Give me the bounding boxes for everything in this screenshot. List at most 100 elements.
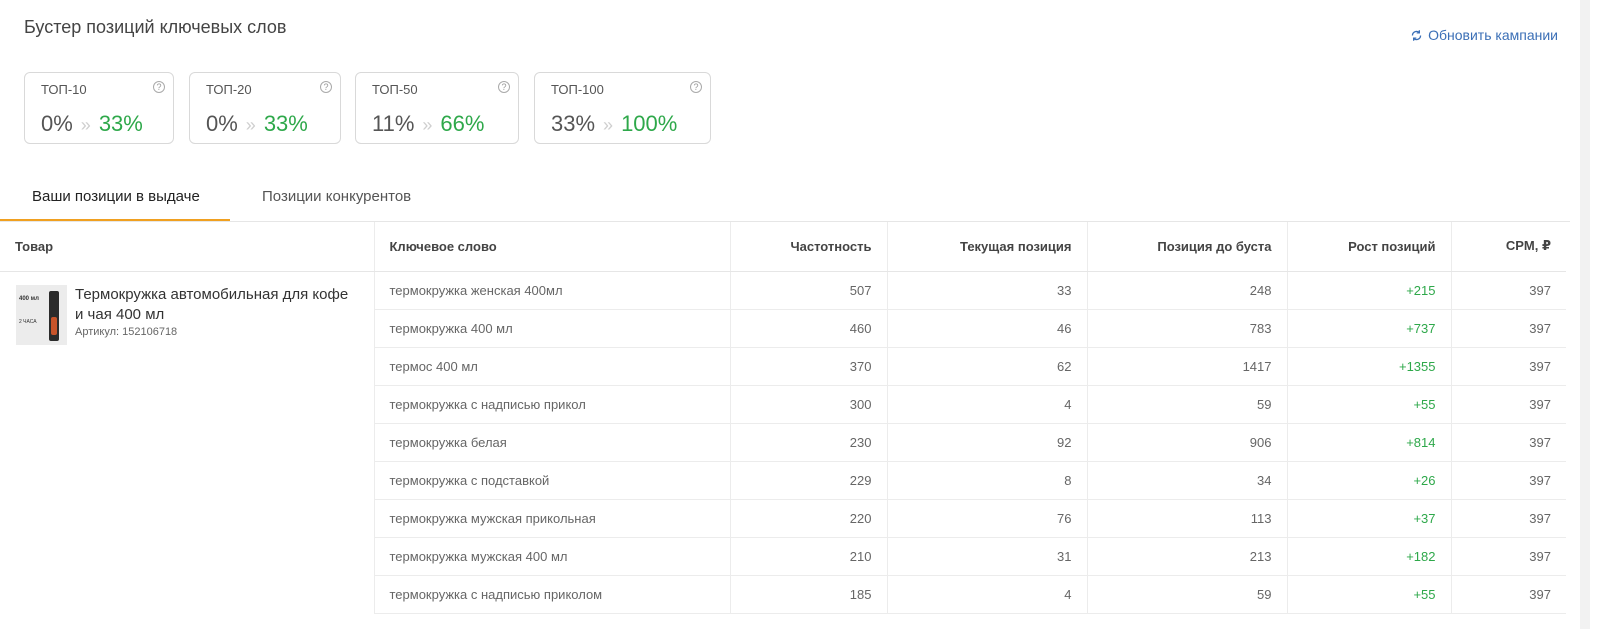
card-label: ТОП-50 [372, 82, 418, 97]
table-row: термокружка белая 230 92 906 +814 397 [0, 423, 1566, 462]
frequency-cell: 185 [730, 575, 888, 614]
cpm-cell: 397 [1451, 271, 1566, 310]
product-article: Артикул: 152106718 [75, 325, 178, 338]
thumb-text: 2 ЧАСА [19, 318, 37, 325]
card-label: ТОП-10 [41, 82, 87, 97]
help-circle-icon[interactable]: ? [320, 81, 332, 93]
position-before-cell: 34 [1087, 461, 1288, 500]
position-before-cell: 59 [1087, 575, 1288, 614]
current-position-cell: 8 [887, 461, 1088, 500]
current-position-cell: 4 [887, 575, 1088, 614]
cpm-cell: 397 [1451, 575, 1566, 614]
table-row: 400 мл 2 ЧАСА Термокружка автомобильная … [0, 271, 1566, 613]
frequency-cell: 230 [730, 423, 888, 462]
product-cell: 400 мл 2 ЧАСА Термокружка автомобильная … [0, 271, 375, 613]
double-chevron-right-icon: » [80, 115, 91, 135]
card-values: 33% » 100% [551, 111, 677, 137]
column-header-position-before[interactable]: Позиция до буста [1087, 222, 1288, 272]
product-name[interactable]: Термокружка автомобильная для кофе и чая… [75, 285, 349, 323]
growth-cell: +814 [1287, 423, 1452, 462]
column-header-cpm[interactable]: CPM, ₽ [1451, 222, 1566, 272]
table-row: термос 400 мл 370 62 1417 +1355 397 [0, 347, 1566, 386]
position-before-cell: 783 [1087, 309, 1288, 348]
growth-cell: +55 [1287, 385, 1452, 424]
table-row: термокружка 400 мл 460 46 783 +737 397 [0, 309, 1566, 348]
frequency-cell: 300 [730, 385, 888, 424]
active-tab-indicator [0, 219, 230, 221]
card-values: 11% » 66% [372, 111, 484, 137]
keyword-cell: термокружка с подставкой [374, 461, 731, 500]
position-before-cell: 248 [1087, 271, 1288, 310]
table-row: термокружка мужская 400 мл 210 31 213 +182 39… [0, 537, 1566, 576]
keyword-cell: термокружка с надписью прикол [374, 385, 731, 424]
card-label: ТОП-100 [551, 82, 604, 97]
position-before-cell: 113 [1087, 499, 1288, 538]
current-position-cell: 31 [887, 537, 1088, 576]
card-top-10: ТОП-10 ? 0% » 33% [24, 72, 174, 144]
refresh-icon [1411, 29, 1422, 41]
help-circle-icon[interactable]: ? [690, 81, 702, 93]
tab-your-positions[interactable]: Ваши позиции в выдаче [32, 188, 200, 205]
keyword-cell: термокружка белая [374, 423, 731, 462]
growth-cell: +26 [1287, 461, 1452, 500]
scrollbar-track[interactable] [1580, 0, 1590, 629]
table-row: термокружка с надписью приколом 185 4 59 +55… [0, 575, 1566, 614]
growth-cell: +37 [1287, 499, 1452, 538]
keyword-cell: термос 400 мл [374, 347, 731, 386]
keywords-table: Товар Ключевое слово Частотность Текущая… [0, 222, 1566, 614]
card-top-20: ТОП-20 ? 0% » 33% [189, 72, 341, 144]
cpm-cell: 397 [1451, 499, 1566, 538]
card-values: 0% » 33% [41, 111, 143, 137]
tab-competitor-positions[interactable]: Позиции конкурентов [262, 188, 412, 205]
card-to-value: 33% [98, 111, 143, 136]
cpm-cell: 397 [1451, 537, 1566, 576]
refresh-campaigns-button[interactable]: Обновить кампании [1410, 27, 1558, 43]
thermos-image [49, 290, 59, 341]
card-values: 0% » 33% [206, 111, 308, 137]
growth-cell: +55 [1287, 575, 1452, 614]
card-to-value: 33% [263, 111, 308, 136]
thumb-text: 400 мл [19, 295, 39, 302]
position-before-cell: 59 [1087, 385, 1288, 424]
card-from-value: 33% [551, 111, 596, 136]
position-before-cell: 213 [1087, 537, 1288, 576]
product-thumbnail[interactable]: 400 мл 2 ЧАСА [16, 284, 67, 345]
keyword-cell: термокружка женская 400мл [374, 271, 731, 310]
card-from-value: 0% [41, 111, 73, 136]
column-header-keyword[interactable]: Ключевое слово [374, 222, 731, 272]
frequency-cell: 220 [730, 499, 888, 538]
card-to-value: 100% [621, 111, 678, 136]
column-header-product[interactable]: Товар [0, 222, 375, 272]
keyword-cell: термокружка мужская 400 мл [374, 537, 731, 576]
growth-cell: +737 [1287, 309, 1452, 348]
keyword-cell: термокружка с надписью приколом [374, 575, 731, 614]
current-position-cell: 76 [887, 499, 1088, 538]
current-position-cell: 33 [887, 271, 1088, 310]
column-header-growth[interactable]: Рост позиций [1287, 222, 1452, 272]
help-circle-icon[interactable]: ? [153, 81, 165, 93]
growth-cell: +182 [1287, 537, 1452, 576]
card-label: ТОП-20 [206, 82, 252, 97]
card-top-50: ТОП-50 ? 11% » 66% [355, 72, 519, 144]
card-top-100: ТОП-100 ? 33% » 100% [534, 72, 711, 144]
column-header-frequency[interactable]: Частотность [730, 222, 888, 272]
help-circle-icon[interactable]: ? [498, 81, 510, 93]
column-header-current-position[interactable]: Текущая позиция [887, 222, 1088, 272]
refresh-campaigns-label: Обновить кампании [1428, 27, 1558, 43]
frequency-cell: 210 [730, 537, 888, 576]
cpm-cell: 397 [1451, 461, 1566, 500]
table-row: термокружка мужская прикольная 220 76 113 +3… [0, 499, 1566, 538]
frequency-cell: 460 [730, 309, 888, 348]
table-row: термокружка с подставкой 229 8 34 +26 397 [0, 461, 1566, 500]
keyword-cell: термокружка 400 мл [374, 309, 731, 348]
double-chevron-right-icon: » [422, 115, 433, 135]
page-title: Бустер позиций ключевых слов [24, 17, 287, 37]
card-to-value: 66% [440, 111, 485, 136]
cpm-cell: 397 [1451, 309, 1566, 348]
current-position-cell: 62 [887, 347, 1088, 386]
card-from-value: 0% [206, 111, 238, 136]
double-chevron-right-icon: » [603, 115, 614, 135]
position-before-cell: 906 [1087, 423, 1288, 462]
keyword-cell: термокружка мужская прикольная [374, 499, 731, 538]
frequency-cell: 370 [730, 347, 888, 386]
